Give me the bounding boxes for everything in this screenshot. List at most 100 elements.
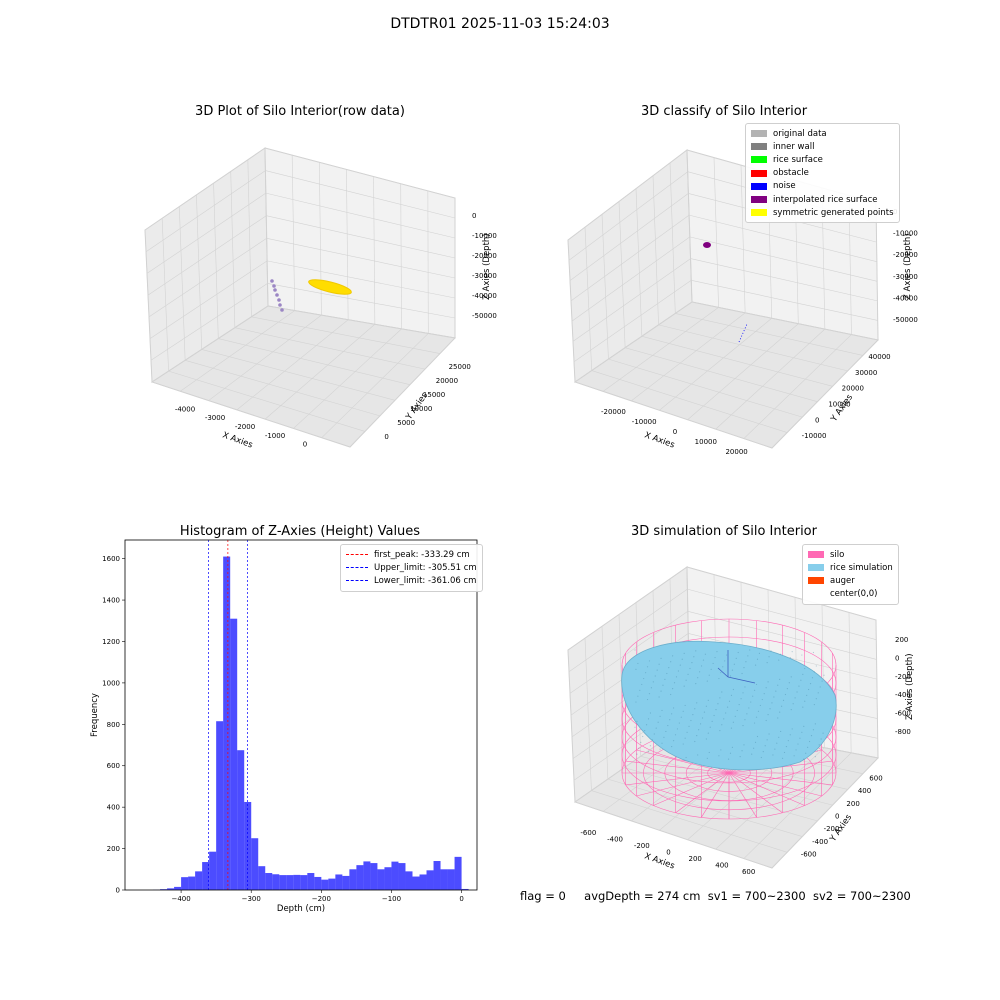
histogram-bar <box>356 865 364 890</box>
histogram-bar <box>209 851 217 890</box>
panel1-3d-plot: -4000-3000-2000-100000500010000150002000… <box>144 147 497 451</box>
panel1-z-tick: -40000 <box>472 292 497 300</box>
histogram-y-tick: 400 <box>107 804 120 812</box>
panel2-legend-label: rice surface <box>773 154 823 165</box>
histogram-bar <box>188 876 196 890</box>
histogram-bar <box>314 876 322 890</box>
panel1-x-tick: -3000 <box>205 414 225 422</box>
panel4-legend-item: rice simulation <box>808 561 893 574</box>
panel4-x-tick: -400 <box>607 836 623 844</box>
histogram-y-tick: 1600 <box>102 555 120 563</box>
histogram-legend-label: first_peak: -333.29 cm <box>374 549 470 560</box>
histogram-bar <box>454 856 462 890</box>
panel2-x-tick: 20000 <box>725 448 747 456</box>
panel1-z-tick: -20000 <box>472 252 497 260</box>
histogram-x-tick: −300 <box>242 895 261 903</box>
panel4-x-tick: 0 <box>666 849 670 857</box>
panel2-legend-label: obstacle <box>773 168 809 179</box>
panel2-z-tick: -10000 <box>893 230 918 238</box>
panel4-z-tick: -200 <box>895 673 911 681</box>
panel1-y-tick: 25000 <box>449 363 471 371</box>
panel1-y-tick: 20000 <box>436 377 458 385</box>
panel2-legend-label: original data <box>773 128 827 139</box>
panel1-z-tick: -50000 <box>472 312 497 320</box>
panel2-y-tick: 40000 <box>868 353 890 361</box>
histogram-bar <box>258 866 266 890</box>
histogram-bar <box>202 862 210 890</box>
figure-title: DTDTR01 2025-11-03 15:24:03 <box>390 16 610 32</box>
panel2-x-tick: -10000 <box>632 418 657 426</box>
panel4-x-label: X Axies <box>643 851 676 871</box>
panel2-legend-item: rice surface <box>751 153 894 166</box>
panel4-y-tick: 200 <box>846 800 859 808</box>
histogram-bar <box>426 870 434 890</box>
panel2-legend-label: noise <box>773 181 796 192</box>
panel1-y-tick: 15000 <box>423 391 445 399</box>
histogram-bar <box>433 861 441 890</box>
panel2-legend-item: original data <box>751 127 894 140</box>
panel2-legend-item: interpolated rice surface <box>751 193 894 206</box>
histogram-bar <box>307 873 315 890</box>
panel4-legend-swatch <box>808 564 824 572</box>
panel4-x-tick: -200 <box>634 842 650 850</box>
panel2-y-tick: -10000 <box>802 432 827 440</box>
panel4-legend-label: center(0,0) <box>830 589 878 600</box>
histogram-legend-label: Upper_limit: -305.51 cm <box>374 562 477 573</box>
histogram-bar <box>384 867 392 890</box>
panel2-3d-plot: -20000 -10000 0 10000 20000 -10000 0 10000 20000… <box>567 149 918 456</box>
histogram-y-tick: 600 <box>107 762 120 770</box>
panel2-z-tick: -50000 <box>893 316 918 324</box>
histogram-bar <box>293 874 301 890</box>
panel1-raw-points <box>270 279 284 312</box>
histogram-legend-item: first_peak: -333.29 cm <box>346 548 477 561</box>
histogram-bar <box>195 871 203 890</box>
histogram-legend-swatch <box>346 580 368 582</box>
panel2-legend-swatch <box>751 196 767 204</box>
histogram-bar <box>174 886 182 890</box>
histogram-y-tick: 800 <box>107 721 120 729</box>
histogram-bar <box>167 888 175 890</box>
histogram-legend-swatch <box>346 567 368 569</box>
panel1-x-tick: 0 <box>303 441 307 449</box>
histogram-y-tick: 1400 <box>102 597 120 605</box>
histogram-bar <box>216 721 224 890</box>
panel1-y-tick: 10000 <box>410 405 432 413</box>
histogram-title: Histogram of Z-Axies (Height) Values <box>179 524 421 539</box>
panel4-z-tick: 200 <box>895 636 908 644</box>
panel4-y-tick: 0 <box>835 813 839 821</box>
histogram-bar <box>405 871 413 890</box>
histogram-bar <box>363 861 371 890</box>
panel2-z-tick: -40000 <box>893 295 918 303</box>
histogram-chart: −400 −300 −200 −100 0 0 200 400 600 800 1000 1200 1… <box>90 539 478 914</box>
panel2-interpolated-surface <box>703 242 711 248</box>
histogram-bar <box>237 750 245 890</box>
panel2-y-tick: 30000 <box>855 369 877 377</box>
panel4-y-tick: -400 <box>812 838 828 846</box>
panel2-legend-item: obstacle <box>751 167 894 180</box>
panel1-y-tick: 5000 <box>397 419 415 427</box>
histogram-bar <box>419 874 427 890</box>
panel4-3d-plot: -600 -400 -200 0 200 400 600 -600 -400 -200 0 200 40… <box>567 566 915 876</box>
histogram-legend-item: Lower_limit: -361.06 cm <box>346 574 477 587</box>
panel2-y-tick: 10000 <box>828 400 850 408</box>
histogram-bar <box>342 875 350 890</box>
panel4-legend-item: center(0,0) <box>808 588 893 601</box>
histogram-x-tick: −400 <box>171 895 190 903</box>
histogram-bar <box>440 869 448 890</box>
histogram-legend-label: Lower_limit: -361.06 cm <box>374 575 477 586</box>
histogram-bar <box>335 874 343 890</box>
panel4-y-tick: -200 <box>824 825 840 833</box>
histogram-bar <box>370 863 378 890</box>
histogram-frame <box>124 539 478 891</box>
histogram-y-label: Frequency <box>90 693 100 737</box>
panel4-z-label: Z Axies (Depth) <box>905 653 915 720</box>
histogram-bar <box>321 879 329 890</box>
panel2-x-tick: -20000 <box>601 408 626 416</box>
panel2-legend-swatch <box>751 169 767 177</box>
panel4-x-tick: -600 <box>580 829 596 837</box>
panel4-x-tick: 200 <box>689 855 702 863</box>
panel4-z-tick: 0 <box>895 655 899 663</box>
status-sv2: sv2 = 700~2300 <box>812 889 911 903</box>
panel4-legend-label: rice simulation <box>830 562 893 573</box>
panel2-legend: original data inner wall rice surface obsta… <box>745 123 900 224</box>
